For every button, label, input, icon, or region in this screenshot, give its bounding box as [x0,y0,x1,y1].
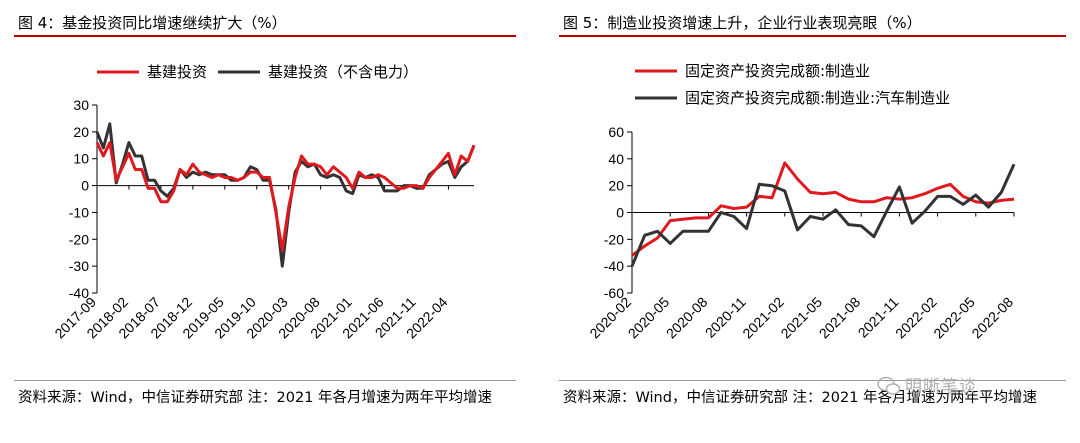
y-tick-label: 40 [608,151,624,167]
source-note: 资料来源：Wind，中信证券研究部 注：2021 年各月增速为两年平均增速 [18,390,493,406]
series-line [95,141,476,252]
legend-label: 固定资产投资完成额:制造业 [685,62,870,80]
chart-title: 图 5：制造业投资增速上升，企业行业表现亮眼（%） [563,14,922,32]
y-tick-label: -30 [69,258,89,274]
legend-label: 基建投资（不含电力） [268,63,418,81]
left-chart-svg: 基建投资 基建投资（不含电力）3020100-10-20-30-402017-09… [51,63,476,341]
x-tick-label: 2021-05 [777,294,825,342]
x-tick-label: 2022-08 [968,294,1016,342]
x-tick-label: 2021-02 [739,294,787,342]
x-tick-label: 2022-05 [930,294,978,342]
y-tick-label: 20 [608,178,624,194]
series-line [95,122,476,268]
title-divider [14,35,516,37]
y-tick-label: -40 [69,285,89,301]
y-tick-label: 20 [73,124,89,140]
title-divider [559,35,1066,37]
source-divider [559,380,1066,381]
y-tick-label: 30 [73,97,89,113]
x-tick-label: 2021-08 [816,294,864,342]
y-tick-label: 60 [608,124,624,140]
legend-label: 基建投资 [147,63,207,81]
y-tick-label: -10 [69,204,89,220]
watermark: 明晰笔谈 [905,377,977,397]
y-tick-label: -40 [604,258,624,274]
x-tick-label: 2020-05 [625,294,673,342]
y-tick-label: -20 [69,231,89,247]
left-chart-panel: 图 4：基金投资同比增速继续扩大（%） 基建投资 基建投资（不含电力） 30 20 10… [0,0,530,443]
right-chart-panel: 图 5：制造业投资增速上升，企业行业表现亮眼（%） 固定资产投资完成额:制造业固… [545,0,1080,443]
x-tick-label: 2022-02 [892,294,940,342]
source-divider [14,380,516,381]
chart-title: 图 4：基金投资同比增速继续扩大（%） [18,14,287,32]
y-tick-label: 0 [81,178,89,194]
y-tick-label: -20 [604,231,624,247]
series-line [631,161,1015,257]
y-tick-label: 10 [73,151,89,167]
y-tick-label: 0 [616,205,624,221]
x-tick-label: 2020-08 [663,294,711,342]
wechat-icon [877,376,901,395]
source-note: 资料来源：Wind，中信证券研究部 注：2021 年各月增速为两年平均增速 [563,390,1038,406]
legend-label: 固定资产投资完成额:制造业:汽车制造业 [685,89,950,107]
y-tick-label: -60 [604,285,624,301]
series-line [630,163,1016,267]
